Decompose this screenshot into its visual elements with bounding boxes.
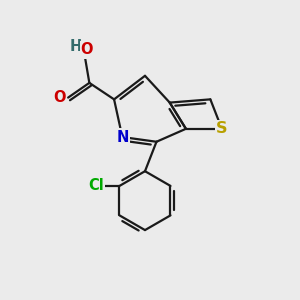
Text: H: H (70, 39, 82, 54)
Text: S: S (216, 121, 228, 136)
Text: Cl: Cl (88, 178, 104, 194)
Text: O: O (81, 42, 93, 57)
Text: N: N (116, 130, 128, 145)
Text: O: O (54, 90, 66, 105)
